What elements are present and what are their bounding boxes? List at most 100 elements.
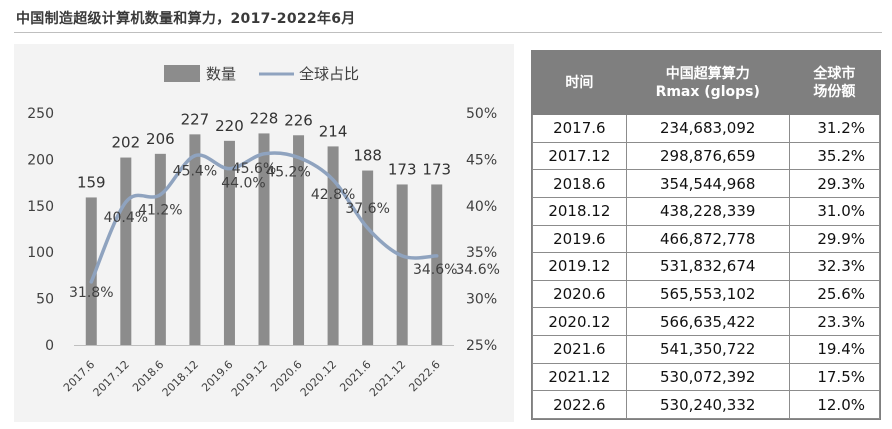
share-point-2020-6 xyxy=(297,156,301,160)
share-value-label: 37.6% xyxy=(345,201,389,217)
x-tick-label: 2020.12 xyxy=(298,358,339,399)
table-row: 2018.12 438,228,339 31.0% xyxy=(532,196,881,226)
header-rmax-line1: 中国超算算力 xyxy=(665,66,750,82)
share-value-label: 34.6% xyxy=(455,262,499,278)
header-share-line2: 场份额 xyxy=(813,84,856,100)
bar-value-label: 159 xyxy=(77,173,106,191)
cell-rmax: 541,350,722 xyxy=(625,335,790,364)
cell-share: 31.0% xyxy=(788,196,881,226)
table-row: 2019.12 531,832,674 32.3% xyxy=(532,252,881,281)
cell-rmax: 530,072,392 xyxy=(625,362,790,392)
cell-rmax: 466,872,778 xyxy=(625,224,790,254)
cell-time: 2020.6 xyxy=(532,279,627,309)
cell-share: 29.3% xyxy=(788,169,881,198)
bar-2018-12 xyxy=(189,134,201,345)
share-value-label: 41.2% xyxy=(138,203,182,219)
x-tick-label: 2017.12 xyxy=(91,358,132,399)
y-left-tick-label: 0 xyxy=(45,338,54,354)
x-tick-label: 2018.12 xyxy=(160,358,201,399)
share-value-label: 45.2% xyxy=(266,165,310,181)
bar-value-label: 228 xyxy=(250,109,279,127)
y-right-tick-label: 35% xyxy=(466,245,497,261)
bar-value-label: 206 xyxy=(146,130,175,148)
header-share-line1: 全球市 xyxy=(813,66,856,82)
share-point-2021-6 xyxy=(366,226,370,230)
cell-time: 2021.6 xyxy=(532,335,627,364)
combo-chart-panel: 数量 全球占比 0 50 100 150 200 250 25% 30% 35% 40% 45% 50% 1… xyxy=(14,44,514,422)
cell-rmax: 234,683,092 xyxy=(625,114,790,143)
cell-share: 35.2% xyxy=(788,141,881,171)
bar-value-label: 173 xyxy=(388,160,417,178)
cell-share: 19.4% xyxy=(788,335,881,364)
share-point-2020-12 xyxy=(331,178,335,182)
share-value-label: 34.6% xyxy=(413,262,457,278)
bar-value-label: 227 xyxy=(181,110,210,128)
table-row: 2021.12 530,072,392 17.5% xyxy=(532,362,881,392)
share-point-2018-6 xyxy=(158,193,162,197)
share-point-2022-6 xyxy=(435,254,439,258)
share-value-label: 42.8% xyxy=(311,187,355,203)
bar-2017-12 xyxy=(120,157,132,345)
cell-share: 23.3% xyxy=(788,307,881,336)
cell-time: 2020.12 xyxy=(532,307,627,336)
rmax-table-panel: 时间 中国超算算力 Rmax (glops) 全球市 场份额 2017.6 234… xyxy=(531,50,881,420)
cell-time: 2018.12 xyxy=(532,196,627,226)
table-row: 2018.6 354,544,968 29.3% xyxy=(532,169,881,198)
y-left-tick-label: 250 xyxy=(27,106,54,122)
share-point-2017-6 xyxy=(89,280,93,284)
legend-bar-label: 数量 xyxy=(206,65,236,83)
table-row: 2017.6 234,683,092 31.2% xyxy=(532,114,881,143)
bar-2020-6 xyxy=(293,135,305,345)
bar-value-label: 214 xyxy=(319,122,348,140)
cell-time: 2018.6 xyxy=(532,169,627,198)
y-right-tick-label: 45% xyxy=(466,152,497,168)
cell-rmax: 566,635,422 xyxy=(625,307,790,336)
cell-share: 12.0% xyxy=(788,390,881,419)
share-value-label: 45.6% xyxy=(232,161,276,177)
x-tick-label: 2019.12 xyxy=(229,358,270,399)
cell-time: 2017.12 xyxy=(532,141,627,171)
cell-rmax: 565,553,102 xyxy=(625,279,790,309)
table-row: 2017.12 298,876,659 35.2% xyxy=(532,141,881,171)
title-divider xyxy=(14,32,882,33)
share-value-label: 45.4% xyxy=(173,164,217,180)
cell-share: 31.2% xyxy=(788,114,881,143)
legend-bar-swatch xyxy=(164,65,200,82)
x-tick-label: 2021.12 xyxy=(367,358,408,399)
y-right-tick-label: 50% xyxy=(466,106,497,122)
bar-2022-6 xyxy=(431,184,443,345)
y-left-tick-label: 200 xyxy=(27,152,54,168)
share-value-label: 44.0% xyxy=(221,176,265,192)
header-rmax-line2: Rmax (glops) xyxy=(655,84,760,100)
y-left-tick-label: 100 xyxy=(27,245,54,261)
share-value-label: 40.4% xyxy=(104,210,148,226)
y-left-tick-label: 50 xyxy=(36,292,54,308)
share-point-2019-6 xyxy=(227,167,231,171)
bar-2021-6 xyxy=(362,170,374,345)
share-point-2018-12 xyxy=(193,154,197,158)
cell-time: 2021.12 xyxy=(532,362,627,392)
cell-time: 2019.12 xyxy=(532,252,627,281)
table-body: 2017.6 234,683,092 31.2% 2017.12 298,876,659… xyxy=(532,114,881,419)
cell-share: 17.5% xyxy=(788,362,881,392)
table-row: 2022.6 530,240,332 12.0% xyxy=(532,390,881,419)
bar-2020-12 xyxy=(327,146,339,345)
share-point-2021-12 xyxy=(400,254,404,258)
cell-time: 2019.6 xyxy=(532,224,627,254)
y-right-tick-label: 30% xyxy=(466,292,497,308)
bar-value-label: 202 xyxy=(111,134,140,152)
bar-value-label: 188 xyxy=(353,147,382,165)
header-share: 全球市 场份额 xyxy=(788,51,881,115)
share-point-2017-12 xyxy=(124,200,128,204)
bar-2017-6 xyxy=(85,197,97,345)
share-value-label: 31.8% xyxy=(69,285,113,301)
bar-value-label: 226 xyxy=(284,111,313,129)
bar-2018-6 xyxy=(154,153,166,345)
bar-2021-12 xyxy=(396,184,408,345)
rmax-table: 时间 中国超算算力 Rmax (glops) 全球市 场份额 2017.6 234… xyxy=(532,51,881,419)
cell-rmax: 438,228,339 xyxy=(625,196,790,226)
table-row: 2019.6 466,872,778 29.9% xyxy=(532,224,881,254)
cell-time: 2017.6 xyxy=(532,114,627,143)
chart-title: 中国制造超级计算机数量和算力，2017-2022年6月 xyxy=(16,11,356,27)
cell-share: 32.3% xyxy=(788,252,881,281)
